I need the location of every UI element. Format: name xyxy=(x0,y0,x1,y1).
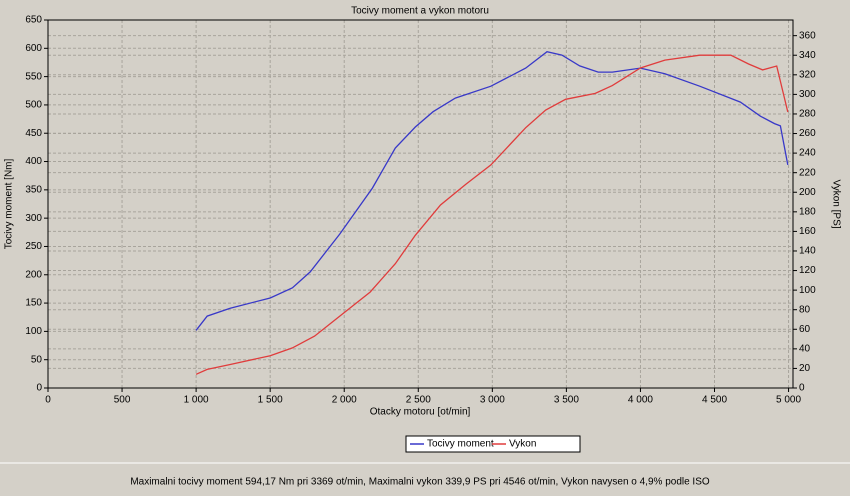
x-tick-label: 3 000 xyxy=(480,395,505,406)
y-tick-label: 250 xyxy=(25,241,42,252)
legend-label: Vykon xyxy=(509,439,536,450)
chart-title: Tocivy moment a vykon motoru xyxy=(351,6,489,17)
y-tick-label: 300 xyxy=(25,213,42,224)
y2-tick-label: 140 xyxy=(799,246,816,257)
x-tick-label: 4 000 xyxy=(628,395,653,406)
y2-tick-label: 40 xyxy=(799,343,811,354)
x-tick-label: 2 500 xyxy=(406,395,431,406)
y2-tick-label: 0 xyxy=(799,383,805,394)
y2-tick-label: 200 xyxy=(799,187,816,198)
footer: Maximalni tocivy moment 594,17 Nm pri 33… xyxy=(130,477,710,488)
y-axis-label: Tocivy moment [Nm] xyxy=(4,158,15,249)
y-tick-label: 550 xyxy=(25,71,42,82)
y-tick-label: 150 xyxy=(25,298,42,309)
y-tick-label: 350 xyxy=(25,184,42,195)
y-tick-label: 600 xyxy=(25,43,42,54)
y2-tick-label: 60 xyxy=(799,324,811,335)
y-tick-label: 450 xyxy=(25,128,42,139)
legend-label: Tocivy moment xyxy=(427,439,494,450)
y2-tick-label: 180 xyxy=(799,206,816,217)
x-axis-label: Otacky motoru [ot/min] xyxy=(370,407,471,418)
y2-tick-label: 80 xyxy=(799,304,811,315)
x-tick-label: 5 000 xyxy=(776,395,801,406)
x-tick-label: 1 500 xyxy=(258,395,283,406)
y2-tick-label: 220 xyxy=(799,167,816,178)
x-tick-label: 4 500 xyxy=(702,395,727,406)
x-tick-label: 3 500 xyxy=(554,395,579,406)
x-tick-label: 0 xyxy=(45,395,51,406)
x-tick-label: 1 000 xyxy=(184,395,209,406)
x-tick-label: 2 000 xyxy=(332,395,357,406)
y-tick-label: 200 xyxy=(25,269,42,280)
y-tick-label: 650 xyxy=(25,15,42,26)
plot-frame xyxy=(47,19,794,389)
y2-tick-label: 280 xyxy=(799,109,816,120)
y2-tick-label: 300 xyxy=(799,89,816,100)
y2-tick-label: 360 xyxy=(799,30,816,41)
y-tick-label: 0 xyxy=(36,383,42,394)
y-tick-label: 50 xyxy=(31,354,43,365)
y2-tick-label: 340 xyxy=(799,50,816,61)
series-line xyxy=(195,54,789,375)
y-tick-label: 400 xyxy=(25,156,42,167)
y2-tick-label: 160 xyxy=(799,226,816,237)
y-tick-label: 100 xyxy=(25,326,42,337)
series-line xyxy=(195,50,789,331)
y2-tick-label: 240 xyxy=(799,148,816,159)
y2-tick-label: 100 xyxy=(799,285,816,296)
y2-tick-label: 320 xyxy=(799,69,816,80)
y2-tick-label: 20 xyxy=(799,363,811,374)
y-tick-label: 500 xyxy=(25,100,42,111)
y2-tick-label: 120 xyxy=(799,265,816,276)
y2-axis-label: Vykon [PS] xyxy=(830,179,841,228)
plot-area xyxy=(48,20,793,388)
y2-tick-label: 260 xyxy=(799,128,816,139)
x-tick-label: 500 xyxy=(114,395,131,406)
